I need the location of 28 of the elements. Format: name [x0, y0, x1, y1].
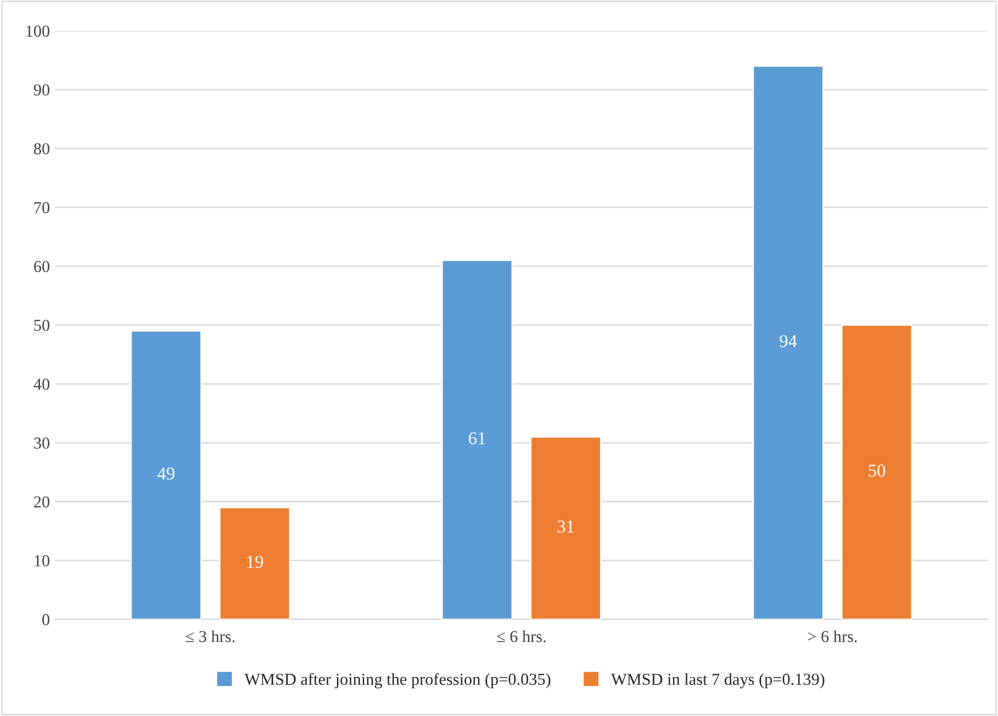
data-label: 94 [780, 335, 797, 348]
data-label: 31 [558, 520, 574, 533]
bar [841, 324, 913, 620]
y-tick-label: 0 [42, 614, 50, 626]
bar [752, 65, 824, 620]
bar [530, 436, 602, 620]
x-tick-label: ≤ 6 hrs. [496, 630, 546, 642]
y-tick-label: 100 [26, 25, 50, 37]
y-tick-label: 70 [34, 202, 50, 214]
y-tick-label: 90 [34, 84, 50, 96]
data-label: 61 [468, 432, 486, 444]
data-label: 50 [868, 464, 886, 477]
bar [130, 330, 202, 620]
y-tick-label: 60 [34, 260, 50, 272]
y-tick-label: 50 [34, 320, 50, 332]
bar [219, 506, 290, 620]
y-tick-label: 40 [34, 378, 50, 390]
x-tick-label: ≤ 3 hrs. [186, 630, 234, 642]
y-tick-label: 20 [34, 496, 50, 508]
y-tick-label: 30 [34, 437, 50, 449]
data-label: 49 [157, 468, 174, 480]
data-label: 19 [247, 556, 264, 568]
legend-label: WMSD after joining the profession (p=0.035) [244, 673, 550, 688]
y-tick-label: 10 [34, 555, 50, 566]
legend-label: WMSD in last 7 days (p=0.139) [611, 673, 824, 688]
y-tick-label: 80 [34, 143, 50, 154]
x-tick-label: > 6 hrs. [808, 630, 857, 642]
bar [441, 260, 513, 620]
